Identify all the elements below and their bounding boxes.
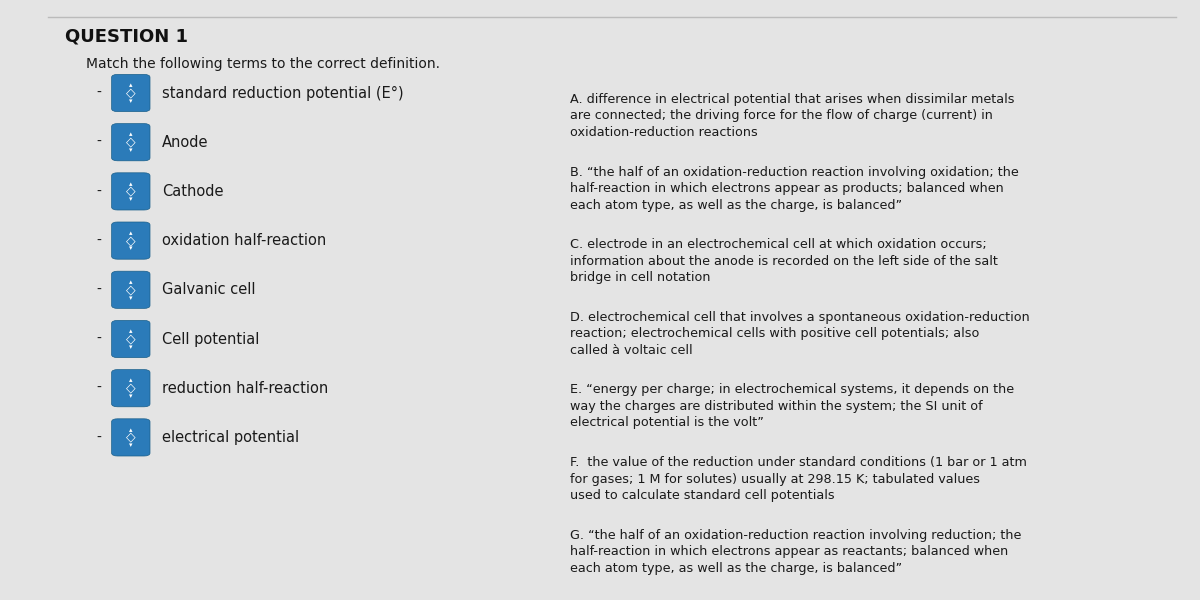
FancyBboxPatch shape: [112, 370, 150, 407]
FancyBboxPatch shape: [112, 124, 150, 161]
Text: ◇: ◇: [126, 382, 136, 395]
Text: -: -: [96, 430, 101, 445]
Text: -: -: [96, 381, 101, 395]
Text: A. difference in electrical potential that arises when dissimilar metals
are con: A. difference in electrical potential th…: [570, 93, 1014, 139]
Text: ▾: ▾: [130, 295, 132, 301]
FancyBboxPatch shape: [112, 320, 150, 358]
Text: -: -: [96, 86, 101, 100]
Text: ◇: ◇: [126, 86, 136, 100]
Text: QUESTION 1: QUESTION 1: [65, 27, 188, 45]
Text: -: -: [96, 135, 101, 149]
Text: ◇: ◇: [126, 431, 136, 444]
Text: -: -: [96, 184, 101, 199]
Text: Match the following terms to the correct definition.: Match the following terms to the correct…: [86, 57, 440, 71]
Text: ▴: ▴: [130, 279, 132, 285]
Text: Anode: Anode: [162, 134, 209, 149]
Text: ◇: ◇: [126, 332, 136, 346]
FancyBboxPatch shape: [112, 74, 150, 112]
Text: ▴: ▴: [130, 82, 132, 88]
Text: ▴: ▴: [130, 131, 132, 137]
Text: Cathode: Cathode: [162, 184, 223, 199]
Text: ▾: ▾: [130, 98, 132, 104]
Text: ◇: ◇: [126, 283, 136, 296]
FancyBboxPatch shape: [112, 271, 150, 308]
Text: ▴: ▴: [130, 181, 132, 187]
Text: ▾: ▾: [130, 245, 132, 251]
Text: C. electrode in an electrochemical cell at which oxidation occurs;
information a: C. electrode in an electrochemical cell …: [570, 238, 998, 284]
Text: ▾: ▾: [130, 393, 132, 399]
Text: F.  the value of the reduction under standard conditions (1 bar or 1 atm
for gas: F. the value of the reduction under stan…: [570, 456, 1027, 502]
Text: Galvanic cell: Galvanic cell: [162, 283, 256, 298]
Text: -: -: [96, 233, 101, 248]
Text: ▾: ▾: [130, 147, 132, 153]
Text: standard reduction potential (E°): standard reduction potential (E°): [162, 85, 403, 101]
Text: electrical potential: electrical potential: [162, 430, 299, 445]
Text: G. “the half of an oxidation-reduction reaction involving reduction; the
half-re: G. “the half of an oxidation-reduction r…: [570, 529, 1021, 575]
Text: -: -: [96, 332, 101, 346]
FancyBboxPatch shape: [112, 173, 150, 210]
Text: E. “energy per charge; in electrochemical systems, it depends on the
way the cha: E. “energy per charge; in electrochemica…: [570, 383, 1014, 430]
Text: B. “the half of an oxidation-reduction reaction involving oxidation; the
half-re: B. “the half of an oxidation-reduction r…: [570, 166, 1019, 212]
Text: oxidation half-reaction: oxidation half-reaction: [162, 233, 326, 248]
Text: ◇: ◇: [126, 136, 136, 149]
Text: reduction half-reaction: reduction half-reaction: [162, 381, 329, 396]
Text: ◇: ◇: [126, 234, 136, 247]
Text: Cell potential: Cell potential: [162, 331, 259, 347]
Text: -: -: [96, 283, 101, 297]
Text: ▴: ▴: [130, 377, 132, 383]
FancyBboxPatch shape: [112, 419, 150, 456]
Text: ▴: ▴: [130, 427, 132, 433]
FancyBboxPatch shape: [112, 222, 150, 259]
Text: ▴: ▴: [130, 328, 132, 334]
Text: D. electrochemical cell that involves a spontaneous oxidation-reduction
reaction: D. electrochemical cell that involves a …: [570, 311, 1030, 357]
Text: ▾: ▾: [130, 442, 132, 448]
Text: ◇: ◇: [126, 185, 136, 198]
Text: ▾: ▾: [130, 196, 132, 202]
Text: ▾: ▾: [130, 344, 132, 350]
Text: ▴: ▴: [130, 230, 132, 236]
